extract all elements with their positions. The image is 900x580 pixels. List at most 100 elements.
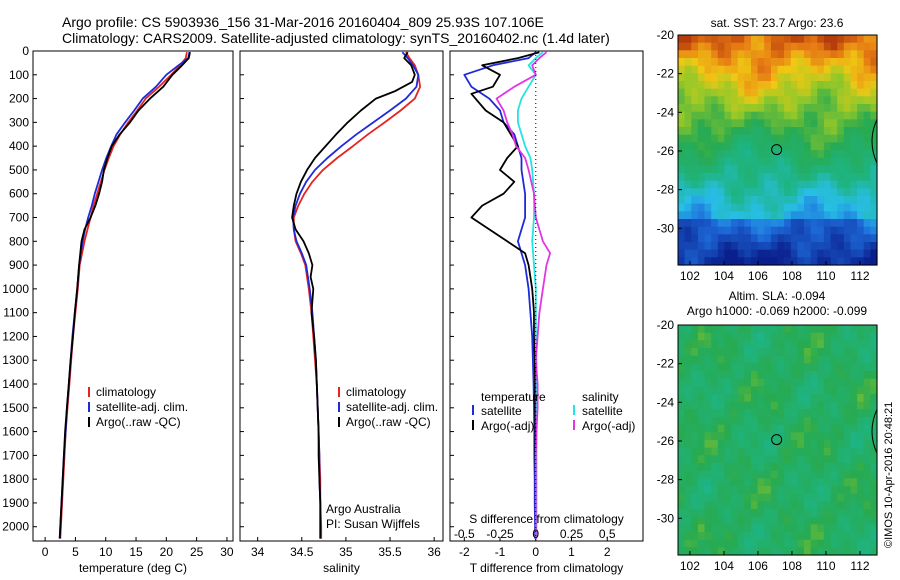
map-cell <box>857 371 865 380</box>
map-cell <box>784 249 792 258</box>
map-cell <box>784 455 792 464</box>
map-cell <box>684 88 692 97</box>
map-cell <box>770 509 779 518</box>
map-cell <box>817 119 825 128</box>
map-cell <box>764 440 772 449</box>
map-cell <box>751 165 759 174</box>
map-cell <box>711 73 719 82</box>
y-tick-label: 1600 <box>2 425 29 439</box>
map-cell <box>717 88 725 97</box>
map-cell <box>684 394 692 403</box>
map-cell <box>737 242 745 251</box>
map-cell <box>697 378 706 387</box>
map-cell <box>810 150 818 159</box>
map-cell <box>837 447 845 456</box>
map-cell <box>764 104 772 113</box>
map-cell <box>717 157 725 166</box>
map-cell <box>810 463 818 472</box>
map-cell <box>797 509 805 518</box>
map-cell <box>731 65 739 74</box>
map-cell <box>678 157 686 166</box>
map-cell <box>843 58 851 67</box>
map-cell <box>751 65 759 74</box>
map-cell <box>830 96 838 105</box>
map-cell <box>823 219 832 228</box>
map-cell <box>790 58 798 67</box>
map-cell <box>817 478 825 487</box>
map-cell <box>731 35 739 44</box>
y-tick-label: -20 <box>657 28 675 42</box>
map-cell <box>744 142 752 151</box>
map-cell <box>751 539 759 548</box>
map-cell <box>744 355 752 364</box>
map-cell <box>724 386 732 395</box>
map-cell <box>784 257 792 266</box>
map-cell <box>804 355 812 364</box>
map-cell <box>823 127 832 136</box>
map-cell <box>857 409 865 418</box>
map-cell <box>817 539 825 548</box>
map-cell <box>850 478 858 487</box>
map-cell <box>850 35 858 44</box>
map-cell <box>697 478 706 487</box>
map-cell <box>770 249 779 258</box>
map-cell <box>790 340 798 349</box>
map-cell <box>804 104 812 113</box>
map-cell <box>863 211 871 220</box>
map-cell <box>764 547 772 556</box>
map-cell <box>770 355 779 364</box>
y-tick-label: 100 <box>9 68 29 82</box>
map-cell <box>804 188 812 197</box>
map-cell <box>757 516 765 525</box>
map-cell <box>691 516 699 525</box>
map-cell <box>764 35 772 44</box>
map-cell <box>804 371 812 380</box>
map-cell <box>678 81 686 90</box>
map-cell <box>751 35 759 44</box>
map-cell <box>850 81 858 90</box>
map-cell <box>751 211 759 220</box>
x-axis-label: temperature (deg C) <box>79 561 187 575</box>
x-tick-label: 108 <box>782 559 802 573</box>
map-cell <box>770 409 779 418</box>
map-cell <box>704 340 712 349</box>
map-cell <box>770 35 779 44</box>
map-cell <box>684 127 692 136</box>
map-cell <box>691 532 699 541</box>
map-cell <box>830 371 838 380</box>
map-cell <box>843 42 851 51</box>
map-cell <box>804 363 812 372</box>
map-cell <box>744 470 752 479</box>
map-cell <box>823 486 832 495</box>
map-cell <box>817 440 825 449</box>
map-cell <box>678 478 686 487</box>
map-cell <box>810 348 818 357</box>
map-cell <box>704 42 712 51</box>
map-cell <box>810 493 818 502</box>
map-cell <box>784 486 792 495</box>
map-cell <box>751 547 759 556</box>
map-cell <box>843 432 851 441</box>
sla-map-panel: 102 104 106 108 110 112-20-22-24-26-28-30Alti… <box>657 289 878 573</box>
map-cell <box>757 386 765 395</box>
credit-text: ©IMOS 10-Apr-2016 20:48:21 <box>883 402 895 548</box>
map-cell <box>717 50 725 59</box>
map-cell <box>724 196 732 205</box>
map-cell <box>711 150 719 159</box>
map-cell <box>751 386 759 395</box>
map-cell <box>751 486 759 495</box>
map-cell <box>764 332 772 341</box>
map-cell <box>731 157 739 166</box>
map-cell <box>777 211 785 220</box>
map-cell <box>724 150 732 159</box>
map-cell <box>678 547 686 556</box>
legend-label: climatology <box>96 385 156 399</box>
map-cell <box>830 81 838 90</box>
map-cell <box>697 440 706 449</box>
map-cell <box>850 386 858 395</box>
map-cell <box>724 104 732 113</box>
map-cell <box>751 470 759 479</box>
map-cell <box>697 173 706 182</box>
legend-label: satellite-adj. clim. <box>96 400 188 414</box>
map-cell <box>678 249 686 258</box>
